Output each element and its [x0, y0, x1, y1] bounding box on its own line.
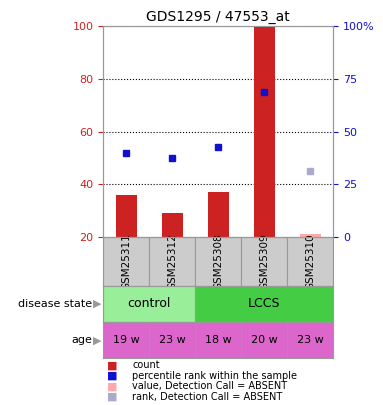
Text: 23 w: 23 w — [297, 335, 324, 345]
Text: GDS1295 / 47553_at: GDS1295 / 47553_at — [146, 10, 290, 24]
Bar — [149, 322, 195, 358]
Text: control: control — [128, 297, 171, 310]
Text: 18 w: 18 w — [205, 335, 232, 345]
Bar — [116, 195, 137, 237]
Text: disease state: disease state — [18, 299, 92, 309]
Bar — [208, 192, 229, 237]
Text: GSM25312: GSM25312 — [167, 233, 177, 290]
Text: GSM25311: GSM25311 — [121, 233, 131, 290]
Text: LCCS: LCCS — [248, 297, 280, 310]
Text: 19 w: 19 w — [113, 335, 140, 345]
Text: GSM25308: GSM25308 — [213, 233, 223, 290]
Bar — [241, 237, 287, 286]
Text: ■: ■ — [107, 392, 118, 402]
Text: rank, Detection Call = ABSENT: rank, Detection Call = ABSENT — [132, 392, 282, 402]
Bar — [162, 213, 183, 237]
Text: ■: ■ — [107, 360, 118, 370]
Text: ■: ■ — [107, 381, 118, 391]
Bar — [254, 26, 275, 237]
Text: age: age — [71, 335, 92, 345]
Text: ▶: ▶ — [93, 299, 101, 309]
Bar — [287, 322, 333, 358]
Bar — [300, 234, 321, 237]
Bar — [103, 286, 195, 322]
Bar — [103, 237, 149, 286]
Text: GSM25309: GSM25309 — [259, 233, 269, 290]
Bar — [195, 286, 333, 322]
Bar — [103, 322, 149, 358]
Bar — [149, 237, 195, 286]
Bar — [287, 237, 333, 286]
Text: ■: ■ — [107, 371, 118, 381]
Bar — [195, 322, 241, 358]
Bar — [241, 322, 287, 358]
Text: GSM25310: GSM25310 — [305, 233, 315, 290]
Text: ▶: ▶ — [93, 335, 101, 345]
Text: value, Detection Call = ABSENT: value, Detection Call = ABSENT — [132, 381, 287, 391]
Text: 20 w: 20 w — [251, 335, 278, 345]
Text: 23 w: 23 w — [159, 335, 186, 345]
Text: percentile rank within the sample: percentile rank within the sample — [132, 371, 297, 381]
Bar — [195, 237, 241, 286]
Text: count: count — [132, 360, 160, 370]
